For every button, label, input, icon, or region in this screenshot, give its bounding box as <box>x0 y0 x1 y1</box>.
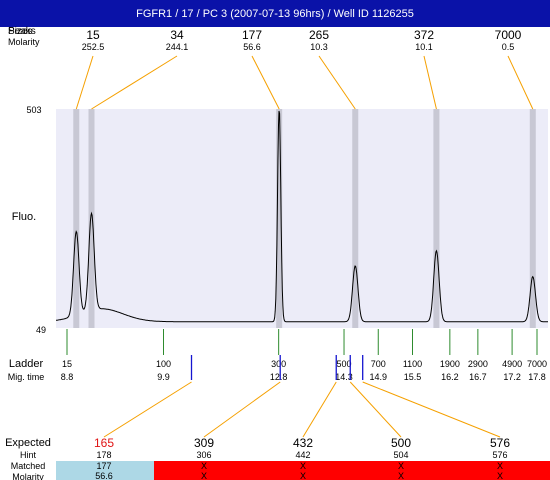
title-bar: FGFR1 / 17 / PC 3 (2007-07-13 96hrs) / W… <box>0 0 550 27</box>
matched-molarity-value: X <box>398 471 404 480</box>
peak-size-label: 177 <box>242 28 262 42</box>
y-tick-label: 49 <box>36 325 46 335</box>
expected-connector <box>349 381 402 438</box>
matched-molarity-value: X <box>497 471 503 480</box>
hint-value: 178 <box>96 450 111 460</box>
matched-molarity-value: X <box>300 471 306 480</box>
expected-connector <box>103 381 192 438</box>
peak-molarity-label: 10.3 <box>310 42 328 52</box>
peak-connector <box>423 55 437 110</box>
ladder-time-label: 17.8 <box>528 372 546 382</box>
y-axis-label: Fluo. <box>12 211 36 223</box>
chart-title: FGFR1 / 17 / PC 3 (2007-07-13 96hrs) / W… <box>136 7 414 20</box>
ladder-size-label: 15 <box>62 359 72 369</box>
peak-connector <box>318 55 356 110</box>
peak-band <box>73 109 80 328</box>
mig-time-label: Mig. time <box>8 372 45 382</box>
hint-value: 576 <box>492 450 507 460</box>
expected-value: 432 <box>293 436 313 450</box>
expected-value: 165 <box>94 436 114 450</box>
ladder-time-label: 16.2 <box>441 372 459 382</box>
peak-band <box>529 109 536 328</box>
peak-size-label: 372 <box>414 28 434 42</box>
ladder-size-label: 1100 <box>403 359 422 369</box>
expected-value: 500 <box>391 436 411 450</box>
ladder-time-label: 9.9 <box>157 372 170 382</box>
peaks-label: Peaks <box>8 26 36 37</box>
ladder-time-label: 14.9 <box>369 372 387 382</box>
ladder-time-label: 8.8 <box>61 372 74 382</box>
hint-label: Hint <box>20 450 37 460</box>
ladder-size-label: 2900 <box>468 359 488 369</box>
peak-molarity-label: 56.6 <box>243 42 261 52</box>
peak-size-label: 265 <box>309 28 329 42</box>
peak-molarity-label: 0.5 <box>502 42 515 52</box>
sizes-label: Sizes <box>8 26 32 37</box>
ladder-size-label: 100 <box>156 359 171 369</box>
peak-connector <box>75 55 94 110</box>
peak-molarity-label: 252.5 <box>82 42 105 52</box>
ladder-time-label: 15.5 <box>404 372 422 382</box>
molarity-label: Molarity <box>8 37 40 47</box>
fluorescence-trace <box>56 110 548 323</box>
expected-value: 309 <box>194 436 214 450</box>
peak-size-label: 15 <box>86 28 100 42</box>
ladder-label: Ladder <box>9 358 44 370</box>
ladder-time-label: 16.7 <box>469 372 487 382</box>
expected-connector <box>362 381 501 438</box>
ladder-size-label: 300 <box>271 359 286 369</box>
plot-area <box>56 109 548 328</box>
hint-value: 442 <box>295 450 310 460</box>
peak-connector <box>251 55 280 110</box>
ladder-size-label: 4900 <box>502 359 522 369</box>
expected-label: Expected <box>5 437 51 449</box>
peak-band <box>88 109 95 328</box>
matched-value: X <box>201 461 207 471</box>
ladder-time-label: 17.2 <box>503 372 521 382</box>
matched-value: X <box>497 461 503 471</box>
ladder-size-label: 7000 <box>527 359 547 369</box>
y-tick-label: 503 <box>26 105 41 115</box>
expected-value: 576 <box>490 436 510 450</box>
matched-value: X <box>398 461 404 471</box>
hint-value: 306 <box>196 450 211 460</box>
peak-band <box>276 109 283 328</box>
matched-molarity-value: 56.6 <box>95 471 113 480</box>
matched-label: Matched <box>11 461 46 471</box>
molarity-bottom-label: Molarity <box>12 472 44 480</box>
ladder-size-label: 700 <box>371 359 386 369</box>
matched-value: X <box>300 461 306 471</box>
peak-band <box>433 109 440 328</box>
ladder-time-label: 14.3 <box>335 372 353 382</box>
peak-connector <box>91 55 178 110</box>
matched-miss-box <box>154 461 550 480</box>
ladder-time-label: 12.8 <box>270 372 288 382</box>
hint-value: 504 <box>393 450 408 460</box>
peak-molarity-label: 10.1 <box>415 42 433 52</box>
peak-size-label: 34 <box>170 28 184 42</box>
peak-connector <box>507 55 534 110</box>
matched-ok-box <box>56 461 154 480</box>
peak-band <box>352 109 359 328</box>
ladder-size-label: 500 <box>337 359 352 369</box>
peak-size-label: 7000 <box>495 28 522 42</box>
peak-molarity-label: 244.1 <box>166 42 189 52</box>
matched-value: 177 <box>96 461 111 471</box>
matched-molarity-value: X <box>201 471 207 480</box>
ladder-size-label: 1900 <box>440 359 460 369</box>
expected-connector <box>203 381 281 438</box>
expected-connector <box>302 381 337 438</box>
